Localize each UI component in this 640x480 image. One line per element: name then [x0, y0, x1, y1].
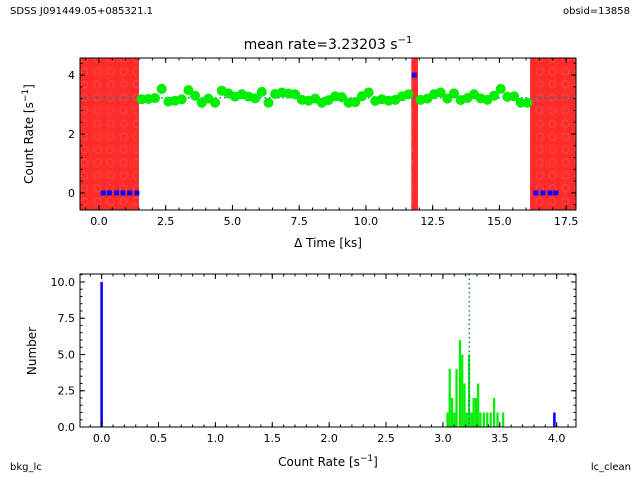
x-tick-label: 10.0 — [354, 215, 379, 228]
excluded-interval-hatch — [80, 58, 139, 210]
y-tick-label: 7.5 — [58, 312, 76, 325]
bkg-lc-point — [547, 190, 553, 196]
bkg-lc-point — [134, 190, 140, 196]
x-tick-label: 1.0 — [207, 432, 225, 445]
histogram-bar-lc-clean — [455, 368, 458, 427]
lc-clean-point — [290, 89, 301, 100]
lc-clean-point — [449, 88, 460, 99]
bkg-lc-point — [127, 190, 133, 196]
lc-clean-point — [495, 83, 506, 94]
x-tick-label: 0.5 — [150, 432, 168, 445]
y-tick-label: 4 — [68, 69, 75, 82]
source-name-label: SDSS J091449.05+085321.1 — [10, 6, 154, 17]
bkg-lc-point — [106, 190, 112, 196]
histogram-bar-lc-clean — [453, 412, 456, 427]
x-tick-label: 0.0 — [93, 432, 111, 445]
histogram-bar-lc-clean — [486, 412, 489, 427]
histogram-axes: 0.0 0.5 1.0 1.5 2.0 2.5 3.0 3.5 4.0 0.0 2.5 5.0 7.5 1… — [51, 273, 577, 445]
lc-clean-point — [250, 93, 261, 104]
histogram-bar-lc-clean — [461, 354, 464, 427]
histogram-bar-lc-clean — [489, 412, 492, 427]
histogram-bar-lc-clean — [496, 412, 499, 427]
y-tick-label: 2.5 — [58, 385, 76, 398]
bkg-lc-point — [540, 190, 546, 196]
axes-frame — [79, 273, 577, 428]
bkg-lc-label: bkg_lc — [10, 462, 42, 473]
lc-clean-point — [190, 90, 201, 101]
lc-clean-point — [183, 85, 194, 96]
y-tick-label: 10.0 — [51, 276, 76, 289]
lightcurve-xlabel: Δ Time [ks] — [294, 236, 362, 250]
histogram-bar-lc-clean — [446, 412, 449, 427]
obsid-label: obsid=13858 — [563, 6, 630, 17]
x-tick-label: 0.0 — [90, 215, 108, 228]
y-tick-label: 2 — [68, 128, 75, 141]
bkg-lc-point — [533, 190, 539, 196]
lc-clean-point — [350, 97, 361, 108]
lc-clean-point — [435, 87, 446, 98]
lc-clean-point — [336, 92, 347, 103]
x-tick-label: 2.5 — [377, 432, 395, 445]
lightcurve-axes: 0.0 2.5 5.0 7.5 10.0 12.5 15.0 17.5 0 2 4 — [68, 57, 579, 228]
x-tick-label: 15.0 — [487, 215, 512, 228]
excluded-interval-hatch — [411, 58, 418, 210]
excluded-interval-hatch — [530, 58, 576, 210]
bkg-lc-point — [553, 190, 559, 196]
lc-clean-point — [210, 97, 221, 108]
histogram-ylabel: Number — [25, 327, 39, 375]
histogram-bar-lc-clean — [448, 368, 451, 427]
histogram-bar-lc-clean — [492, 397, 496, 427]
y-tick-label: 0.0 — [58, 421, 76, 434]
lightcurve-title: mean rate=3.23203 s−1 — [244, 35, 413, 53]
histogram-bar-lc-clean — [474, 397, 477, 427]
lc-clean-point — [176, 94, 187, 105]
histogram-bar-lc-clean — [502, 412, 505, 427]
lc-clean-point — [509, 91, 520, 102]
histogram-bar-lc-clean — [450, 397, 454, 427]
x-tick-label: 2.5 — [157, 215, 175, 228]
lc-clean-point — [442, 93, 453, 104]
histogram-bar-lc-clean — [482, 412, 485, 427]
lc-clean-point — [522, 97, 533, 108]
histogram-bar-lc-clean — [470, 412, 473, 427]
lc-clean-point — [150, 93, 161, 104]
bkg-lc-point — [100, 190, 106, 196]
histogram-bar-lc-clean — [458, 339, 462, 427]
lc-clean-point — [363, 87, 374, 98]
lc-clean-label: lc_clean — [590, 462, 631, 473]
histogram-bar-lc-clean — [479, 412, 482, 427]
y-tick-label: 0 — [68, 187, 75, 200]
x-tick-label: 17.5 — [554, 215, 579, 228]
x-tick-label: 3.5 — [491, 432, 509, 445]
x-tick-label: 7.5 — [290, 215, 308, 228]
x-tick-label: 5.0 — [224, 215, 242, 228]
axes-frame — [79, 57, 577, 211]
x-tick-label: 12.5 — [420, 215, 445, 228]
histogram-bar-lc-clean — [477, 383, 480, 427]
bkg-lc-point — [411, 72, 417, 78]
histogram-bar-lc-clean — [467, 354, 471, 427]
lightcurve-ylabel: Count Rate [s−1] — [21, 84, 36, 184]
histogram-bar-lc-clean — [463, 383, 466, 427]
lc-clean-point — [263, 97, 274, 108]
histogram-bar-bkg-lc — [553, 412, 556, 427]
x-tick-label: 1.5 — [264, 432, 282, 445]
histogram-xlabel: Count Rate [s−1] — [278, 454, 378, 469]
histogram-bar-bkg-lc — [100, 281, 103, 427]
bkg-lc-point — [114, 190, 120, 196]
lc-clean-point — [256, 86, 267, 97]
x-tick-label: 3.0 — [434, 432, 452, 445]
histogram-bar-lc-clean — [465, 412, 468, 427]
lc-clean-point — [403, 89, 414, 100]
y-tick-label: 5.0 — [58, 348, 76, 361]
histogram-bar-lc-clean — [472, 397, 475, 427]
x-tick-label: 4.0 — [548, 432, 566, 445]
bkg-lc-point — [120, 190, 126, 196]
x-tick-label: 2.0 — [320, 432, 338, 445]
lc-clean-point — [489, 90, 500, 101]
lc-clean-point — [156, 83, 167, 94]
